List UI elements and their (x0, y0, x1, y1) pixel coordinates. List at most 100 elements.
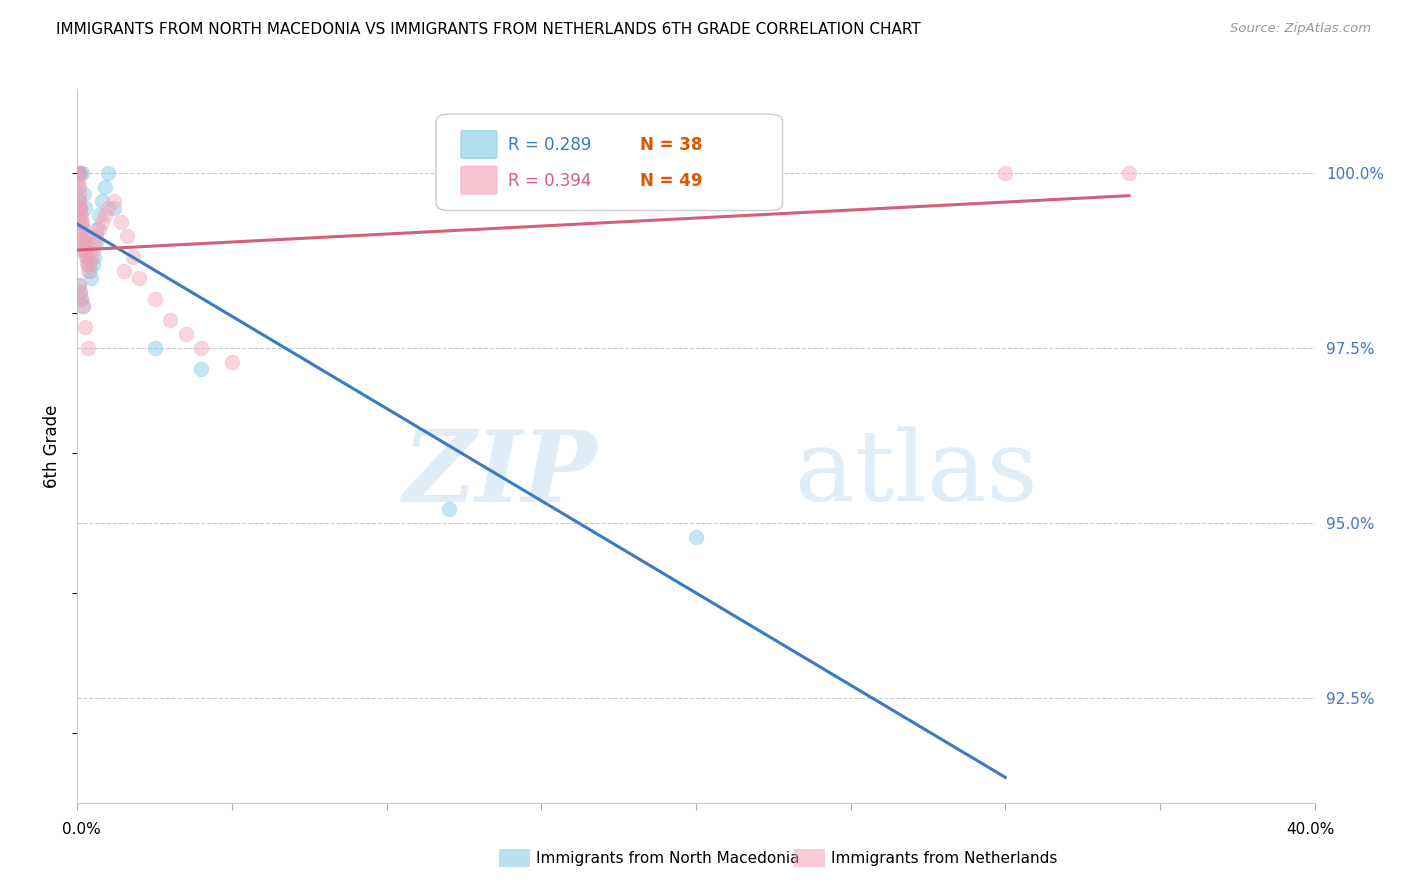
Point (69, 194, 91, 208)
Text: atlas: atlas (794, 426, 1038, 523)
Point (122, 250, 145, 264)
Point (128, 271, 150, 285)
Point (69, 201, 91, 215)
Point (67, 187, 90, 202)
Point (110, 215, 132, 229)
Point (70, 243, 93, 257)
Text: Immigrants from Netherlands: Immigrants from Netherlands (831, 852, 1057, 866)
Point (77, 257, 100, 271)
Point (67, 166, 90, 180)
Y-axis label: 6th Grade: 6th Grade (44, 404, 62, 488)
Point (72, 236, 94, 251)
Point (190, 362, 212, 376)
Text: N = 49: N = 49 (640, 171, 703, 189)
Point (77, 264, 100, 278)
Point (103, 201, 125, 215)
Point (67, 180, 90, 194)
Point (75, 243, 96, 257)
Point (91, 215, 114, 229)
Point (76, 257, 98, 271)
Point (79, 264, 101, 278)
Point (75, 229, 97, 244)
Point (67, 278, 90, 293)
Point (190, 341, 212, 355)
Point (73, 236, 96, 251)
Point (70, 215, 93, 229)
Point (94, 208, 117, 222)
Point (80, 271, 103, 285)
Point (69, 166, 91, 180)
Text: IMMIGRANTS FROM NORTH MACEDONIA VS IMMIGRANTS FROM NETHERLANDS 6TH GRADE CORRELA: IMMIGRANTS FROM NORTH MACEDONIA VS IMMIG… (56, 22, 921, 37)
Point (69, 285, 91, 299)
Point (437, 502, 460, 516)
Text: N = 38: N = 38 (640, 136, 703, 153)
Point (70, 292, 93, 306)
Point (73, 187, 96, 202)
Point (72, 222, 94, 236)
Point (70, 215, 93, 229)
Point (97, 201, 120, 215)
Point (76, 250, 98, 264)
Point (97, 166, 120, 180)
Point (66, 166, 89, 180)
Point (94, 180, 117, 194)
Point (994, 166, 1017, 180)
Point (70, 166, 93, 180)
Text: ZIP: ZIP (402, 426, 598, 523)
Point (143, 292, 166, 306)
Point (83, 236, 105, 251)
Point (69, 285, 91, 299)
Text: Immigrants from North Macedonia: Immigrants from North Macedonia (536, 852, 799, 866)
Point (70, 222, 93, 236)
FancyBboxPatch shape (461, 166, 496, 194)
Point (67, 166, 90, 180)
Point (87, 222, 110, 236)
Point (82, 243, 104, 257)
Point (75, 250, 97, 264)
Point (82, 257, 104, 271)
Point (84, 229, 107, 244)
Point (159, 313, 181, 327)
Point (143, 341, 166, 355)
Point (67, 215, 90, 229)
Point (91, 194, 114, 208)
Point (69, 201, 91, 215)
Point (77, 341, 100, 355)
Point (67, 180, 90, 194)
Point (72, 299, 94, 313)
Point (70, 292, 93, 306)
Point (67, 278, 90, 293)
Point (112, 264, 135, 278)
Point (1118, 166, 1140, 180)
Point (69, 194, 91, 208)
Point (87, 208, 110, 222)
Text: Source: ZipAtlas.com: Source: ZipAtlas.com (1230, 22, 1371, 36)
Point (103, 194, 125, 208)
FancyBboxPatch shape (461, 130, 496, 159)
Point (69, 208, 91, 222)
Point (67, 201, 90, 215)
Text: R = 0.394: R = 0.394 (508, 171, 592, 189)
Point (72, 243, 94, 257)
Text: 40.0%: 40.0% (1286, 822, 1334, 837)
Point (80, 250, 103, 264)
Text: 0.0%: 0.0% (62, 822, 101, 837)
Point (221, 355, 243, 369)
Point (84, 236, 107, 251)
Point (67, 173, 90, 187)
Point (69, 229, 91, 244)
Point (75, 201, 96, 215)
Point (67, 166, 90, 180)
Point (66, 166, 89, 180)
Point (685, 530, 707, 544)
Point (174, 327, 197, 342)
Point (67, 166, 90, 180)
Point (70, 208, 93, 222)
Point (72, 229, 94, 244)
Point (75, 320, 96, 334)
Point (79, 257, 101, 271)
Point (115, 229, 138, 244)
Point (72, 299, 94, 313)
Text: R = 0.289: R = 0.289 (508, 136, 592, 153)
FancyBboxPatch shape (436, 114, 783, 211)
